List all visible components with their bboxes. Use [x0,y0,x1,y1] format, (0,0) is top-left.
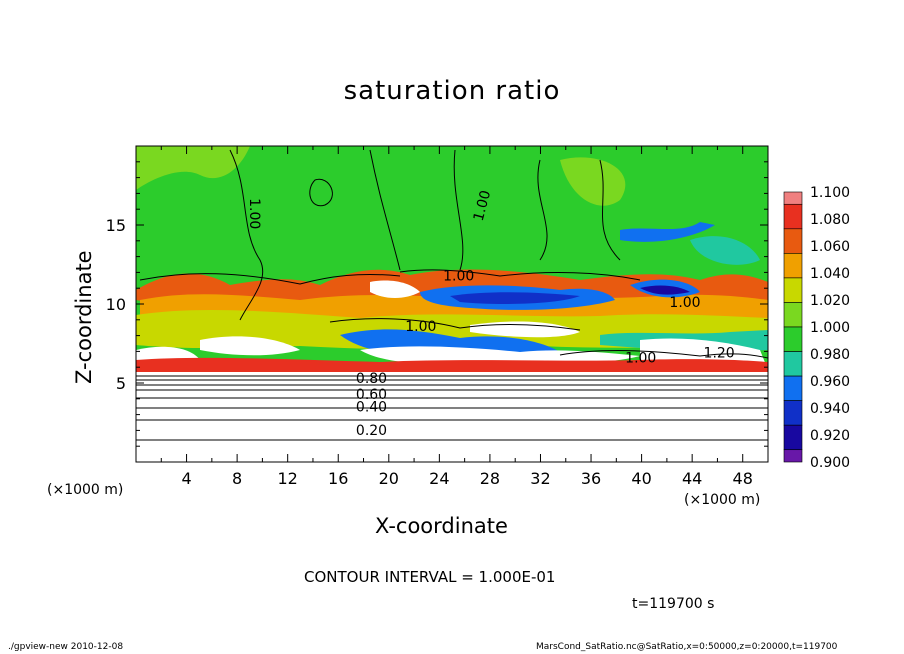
colorbar-label: 1.040 [810,266,850,282]
y-axis-label: Z-coordinate [72,250,96,384]
contour-label: 1.00 [443,268,474,284]
colorbar-label: 1.060 [810,239,850,255]
upper-contours [139,149,768,359]
colorbar-label: 0.920 [810,428,850,444]
colorbar-swatch [783,449,803,463]
colorbar-swatch [783,326,803,352]
x-tick-label: 48 [733,469,753,488]
colorbar-swatch [783,203,803,230]
x-unit-label-right: (×1000 m) [684,492,761,508]
colorbar-label: 0.940 [810,401,850,417]
contour-interval: CONTOUR INTERVAL = 1.000E-01 [304,568,556,586]
colorbar-swatch [783,375,803,401]
colorbar-swatch [783,400,803,426]
footer-left: ./gpview-new 2010-12-08 [8,642,124,652]
footer-right: MarsCond_SatRatio.nc@SatRatio,x=0:50000,… [536,642,838,652]
contour-label: 0.40 [356,399,387,415]
contour-label: 1.00 [246,198,262,229]
contour-label: 0.60 [356,387,387,403]
colorbar-swatch [783,253,803,279]
colorbar-label: 1.000 [810,320,850,336]
heatmap-field [136,146,768,462]
x-tick-label: 44 [682,469,702,488]
contour-labels: 1.00 1.00 1.00 1.00 1.00 1.00 1.20 0.800.600.40… [246,189,735,440]
colorbar: 1.100 1.080 1.060 1.040 1.020 1.000 0.980 0.960… [783,185,850,471]
x-tick-label: 20 [379,469,399,488]
colorbar-label: 1.080 [810,212,850,228]
y-tick-label: 15 [106,216,126,235]
x-tick-label: 32 [530,469,550,488]
colorbar-swatch [783,351,803,377]
x-axis-label: X-coordinate [375,514,508,538]
contour-label: 1.20 [704,346,735,362]
colorbar-label: 1.100 [810,185,850,201]
colorbar-swatch [783,424,803,451]
colorbar-swatch [783,191,803,205]
axis-ticks [136,146,768,462]
chart-title: saturation ratio [343,76,561,106]
contour-label: 1.00 [405,319,436,335]
x-tick-label: 16 [328,469,348,488]
colorbar-label: 0.900 [810,455,850,471]
x-unit-label-left: (×1000 m) [47,482,124,498]
y-tick-label: 10 [106,295,126,314]
y-tick-label: 5 [116,374,126,393]
contour-label: 1.00 [625,350,656,366]
x-tick-label: 36 [581,469,601,488]
colorbar-swatch [783,302,803,328]
contour-label: 0.20 [356,423,387,439]
x-tick-label: 28 [480,469,500,488]
time-label: t=119700 s [632,596,715,612]
x-tick-label: 12 [278,469,298,488]
x-tick-label: 24 [429,469,449,488]
colorbar-label: 0.980 [810,347,850,363]
contour-label: 1.00 [471,189,495,223]
lower-contours [136,375,768,441]
colorbar-swatch [783,277,803,303]
x-tick-label: 8 [232,469,242,488]
colorbar-label: 1.020 [810,293,850,309]
x-tick-label: 4 [181,469,191,488]
x-tick-label: 40 [631,469,651,488]
contour-label: 1.00 [669,295,700,311]
colorbar-label: 0.960 [810,374,850,390]
contour-label: 0.80 [356,371,387,387]
colorbar-swatch [783,228,803,254]
